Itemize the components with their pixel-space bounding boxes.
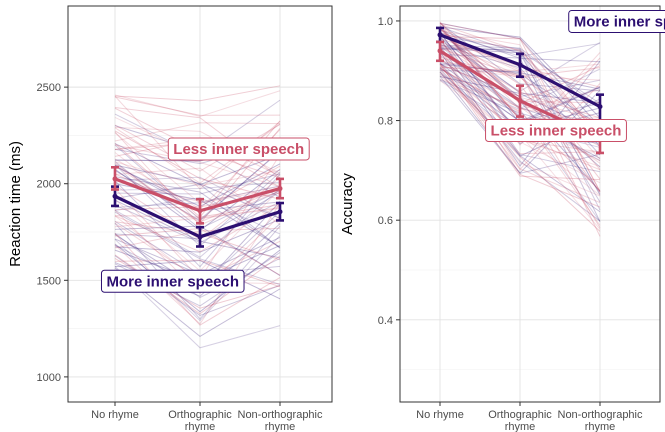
mean-point [597,104,603,110]
annotation-text: More inner speech [574,13,665,30]
x-tick-label: No rhyme [416,409,464,421]
y-tick-label: 0.4 [378,315,393,327]
y-tick-label: 0.8 [378,116,393,128]
mean-point [517,62,523,68]
participant-line [439,45,601,211]
x-tick-label: Non-orthographic rhyme [558,409,643,432]
participant-line [439,33,601,134]
participant-line [439,26,601,119]
y-axis-title: Reaction time (ms) [7,141,24,267]
y-tick-label: 2000 [37,179,61,191]
participant-line [114,176,281,219]
participant-line [439,48,601,196]
annotation-text: Less inner speech [491,123,622,140]
participant-line [114,260,281,300]
participant-line [439,48,601,204]
panel-border [399,5,661,403]
annotation-label: More inner speech [100,269,245,293]
participant-line [439,75,601,174]
participant-line [114,96,281,116]
y-tick-label: 1.0 [378,16,393,28]
participant-line [114,173,281,195]
participant-line [114,176,281,248]
participant-line [439,22,601,128]
panel-2: 0.4 0.6 0.8 1.0 No rhyme Orthographic rhyme Non… [339,5,665,432]
x-tick-label: No rhyme [91,409,139,421]
y-tick-label: 1000 [37,372,61,384]
annotation-text: More inner speech [106,273,239,290]
x-tick-label: Non-orthographic rhyme [238,409,323,432]
annotation-box [485,119,627,143]
plot-area [400,6,660,402]
annotation-box [100,269,245,293]
mean-point [197,208,203,214]
participant-line [114,233,281,299]
participant-line [114,188,281,258]
participant-line [114,161,281,187]
mean-point [277,209,283,215]
mean-point [517,98,523,104]
participant-line [114,122,281,142]
participant-line [439,35,601,142]
participant-line [439,65,601,197]
participant-line [114,183,281,249]
participant-line [114,211,281,285]
series-more-inner-speech [111,185,284,248]
participant-line [439,39,601,146]
participant-line [439,22,601,139]
participant-line [439,30,601,192]
mean-point [197,234,203,240]
participant-line [439,62,601,222]
participant-line [439,23,601,136]
participant-line [114,131,281,226]
panel-1: 1000 1500 2000 2500 No rhyme Orthographic rhym… [7,5,333,432]
annotation-text: Less inner speech [173,141,304,158]
mean-point [277,186,283,192]
y-axis-title: Accuracy [339,173,356,235]
y-tick-label: 2500 [37,82,61,94]
participant-line [114,197,281,235]
participant-line [439,70,601,155]
participant-line [114,167,281,225]
mean-point [437,48,443,54]
participant-line [114,259,281,288]
participant-line [114,90,281,117]
participant-line [114,222,281,320]
participant-line [114,164,281,219]
mean-point [437,32,443,38]
x-tick-label: Orthographic rhyme [488,409,552,432]
participant-line [114,243,281,313]
mean-point [112,176,118,182]
participant-line [114,144,281,188]
y-tick-label: 0.6 [378,215,393,227]
participant-line [114,233,281,326]
participant-line [114,143,281,186]
participant-line [439,47,601,104]
annotation-box [167,137,310,161]
participant-line [439,72,601,232]
participant-line [114,130,281,200]
participant-line [114,85,281,102]
x-tick-label: Orthographic rhyme [168,409,232,432]
annotation-label: Less inner speech [485,119,627,143]
participant-line [439,63,601,181]
participant-line [439,68,601,213]
participant-line [114,209,281,294]
participant-line [439,50,601,208]
annotation-label: Less inner speech [167,137,310,161]
mean-point [112,193,118,199]
participant-line [114,266,281,349]
participant-line [114,235,281,322]
series-less-inner-speech [111,165,284,225]
participant-line [439,35,601,145]
participant-line [439,63,601,171]
participant-line [439,38,601,173]
participant-line [114,218,281,253]
annotation-box [568,9,665,33]
participant-line [439,51,601,167]
y-tick-label: 1500 [37,275,61,287]
annotation-label: More inner speech [568,9,665,33]
participant-line [439,71,601,174]
